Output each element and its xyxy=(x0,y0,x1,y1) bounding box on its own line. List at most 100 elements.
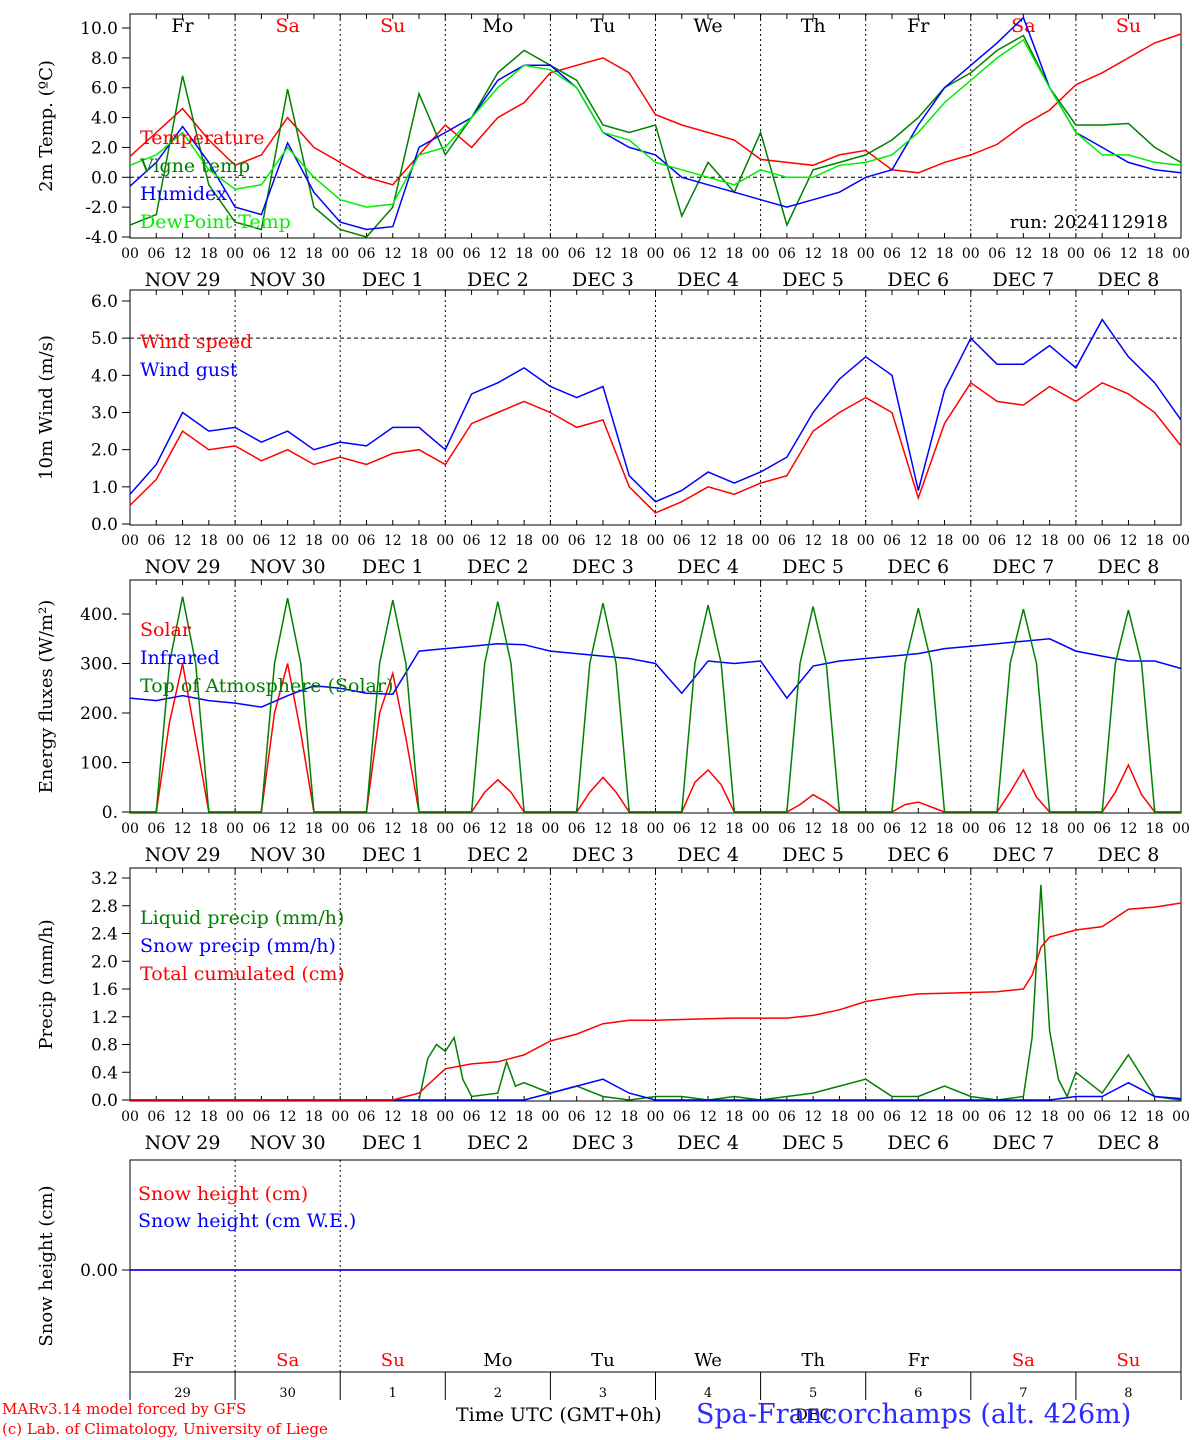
hour-tick-label: 12 xyxy=(699,821,717,837)
hour-tick-label: 18 xyxy=(936,1109,954,1125)
hour-tick-label: 18 xyxy=(831,821,849,837)
lab-credit: (c) Lab. of Climatology, University of L… xyxy=(2,1420,328,1438)
hour-tick-label: 06 xyxy=(147,821,165,837)
hour-tick-label: 06 xyxy=(673,1109,691,1125)
hour-tick-label: 18 xyxy=(515,533,533,549)
date-label: DEC 3 xyxy=(572,844,634,866)
hour-tick-label: 12 xyxy=(489,246,507,262)
y-tick-label: 3.0 xyxy=(91,404,118,424)
hour-tick-label: 12 xyxy=(909,246,927,262)
weekday-label: Sa xyxy=(1012,1350,1035,1371)
hour-tick-label: 00 xyxy=(647,246,665,262)
y-tick-label: 5.0 xyxy=(91,329,118,349)
hour-tick-label: 12 xyxy=(804,246,822,262)
weekday-label: Mo xyxy=(483,1350,512,1371)
y-tick-label: 4.0 xyxy=(91,109,118,129)
legend-entry: Wind speed xyxy=(140,331,252,353)
date-label: DEC 8 xyxy=(1098,1132,1160,1154)
y-tick-label: 2.0 xyxy=(91,138,118,158)
month-label: DEC xyxy=(795,1405,832,1424)
date-label: DEC 2 xyxy=(467,556,529,578)
day-number: 3 xyxy=(599,1386,607,1400)
hour-tick-label: 18 xyxy=(200,533,218,549)
series-line-temperature xyxy=(129,33,1182,186)
legend-entry: Total cumulated (cm) xyxy=(140,963,345,985)
hour-tick-label: 12 xyxy=(174,1109,192,1125)
day-number: 4 xyxy=(704,1386,712,1400)
day-number: 29 xyxy=(174,1386,191,1400)
hour-tick-label: 06 xyxy=(1093,533,1111,549)
hour-tick-label: 00 xyxy=(962,1109,980,1125)
hour-tick-label: 18 xyxy=(515,821,533,837)
y-tick-label: 1.0 xyxy=(91,478,118,498)
y-tick-label: 0.00 xyxy=(80,1261,118,1281)
y-tick-label: 2.8 xyxy=(91,897,118,917)
panel-3: 400. 300. 200. 100. 0. Energy fluxes (W/m²) 00… xyxy=(36,579,1190,866)
date-label: DEC 4 xyxy=(677,1132,739,1154)
hour-tick-label: 12 xyxy=(279,533,297,549)
hour-tick-label: 00 xyxy=(752,821,770,837)
series-line-wind-speed xyxy=(129,381,1182,514)
hour-tick-label: 06 xyxy=(673,533,691,549)
hour-tick-label: 06 xyxy=(358,1109,376,1125)
model-credit: MARv3.14 model forced by GFS xyxy=(2,1400,247,1418)
hour-tick-label: 12 xyxy=(909,533,927,549)
hour-tick-label: 06 xyxy=(358,246,376,262)
y-tick-label: 1.2 xyxy=(91,1008,118,1028)
hour-tick-label: 18 xyxy=(200,821,218,837)
hour-tick-label: 00 xyxy=(962,821,980,837)
legend-entry: Vigne temp xyxy=(139,155,250,177)
y-tick-label: 0.4 xyxy=(91,1063,118,1083)
hour-tick-label: 18 xyxy=(725,246,743,262)
hour-tick-label: 06 xyxy=(147,1109,165,1125)
hour-tick-label: 00 xyxy=(541,821,559,837)
date-label: DEC 6 xyxy=(887,1132,949,1154)
date-label: DEC 4 xyxy=(677,556,739,578)
hour-tick-label: 00 xyxy=(752,533,770,549)
legend-entry: Temperature xyxy=(140,127,264,149)
y-tick-label: 0.0 xyxy=(91,1091,118,1111)
panel-5: 0.00 Snow height (cm) Fr 29 Sa 30 Su 1 Mo 2 Tu 3 We 4… xyxy=(36,1159,1182,1401)
hour-tick-label: 00 xyxy=(857,533,875,549)
hour-tick-label: 12 xyxy=(804,821,822,837)
hour-tick-label: 00 xyxy=(331,821,349,837)
date-label: DEC 1 xyxy=(362,1132,424,1154)
date-label: DEC 5 xyxy=(782,1132,844,1154)
day-number: 5 xyxy=(809,1386,817,1400)
hour-tick-label: 06 xyxy=(568,1109,586,1125)
hour-tick-label: 18 xyxy=(831,246,849,262)
y-tick-label: 0.8 xyxy=(91,1036,118,1056)
hour-tick-label: 18 xyxy=(515,246,533,262)
hour-tick-label: 00 xyxy=(1067,821,1085,837)
date-label: DEC 7 xyxy=(992,1132,1054,1154)
series-line-wind-gust xyxy=(129,318,1182,503)
panel-2: 6.0 5.0 4.0 3.0 2.0 1.0 0.0 10m Wind (m/s) 00 06 1… xyxy=(36,289,1190,578)
weekday-label: Th xyxy=(801,1350,825,1371)
hour-tick-label: 18 xyxy=(1041,246,1059,262)
weekday-label: Su xyxy=(380,15,405,37)
weekday-label: Su xyxy=(1116,1350,1140,1371)
hour-tick-label: 12 xyxy=(1014,533,1032,549)
y-tick-label: 100. xyxy=(80,754,118,774)
meteogram-chart: 10.08.06.04.02.00.0-2.0-4.02m Temp. (ºC)… xyxy=(36,13,1190,1401)
hour-tick-label: 12 xyxy=(489,1109,507,1125)
weekday-label: Fr xyxy=(172,1350,193,1371)
hour-tick-label: 18 xyxy=(936,821,954,837)
hour-tick-label: 18 xyxy=(410,1109,428,1125)
hour-tick-label: 00 xyxy=(121,821,139,837)
hour-tick-label: 18 xyxy=(305,533,323,549)
panel-4: 3.2 2.8 2.4 2.0 1.6 1.2 0.8 0.4 0.0 Precip (mm/h)… xyxy=(36,867,1190,1154)
hour-tick-label: 12 xyxy=(594,246,612,262)
date-label: DEC 8 xyxy=(1098,844,1160,866)
day-number: 6 xyxy=(914,1386,922,1400)
y-tick-label: 2.0 xyxy=(91,441,118,461)
hour-tick-label: 06 xyxy=(252,1109,270,1125)
hour-tick-label: 06 xyxy=(988,821,1006,837)
hour-tick-label: 12 xyxy=(279,1109,297,1125)
hour-tick-label: 00 xyxy=(541,246,559,262)
hour-tick-label: 18 xyxy=(1041,1109,1059,1125)
hour-tick-label: 00 xyxy=(331,1109,349,1125)
hour-tick-label: 00 xyxy=(1172,246,1190,262)
hour-tick-label: 12 xyxy=(1120,533,1138,549)
hour-tick-label: 12 xyxy=(279,246,297,262)
